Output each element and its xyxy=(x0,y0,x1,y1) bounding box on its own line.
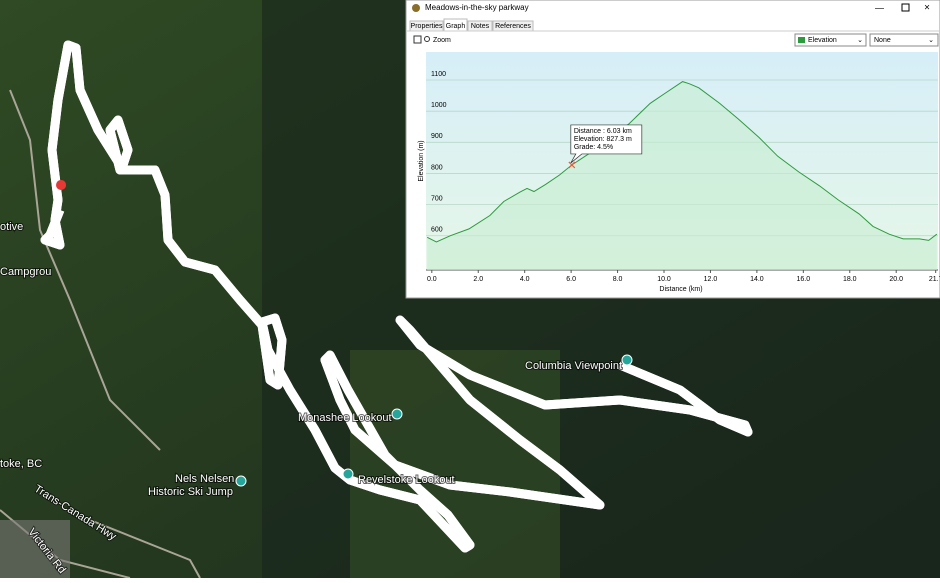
maximize-button[interactable] xyxy=(901,3,910,12)
x-tick-label: 10.0 xyxy=(657,276,671,283)
map-label: Revelstoke Lookout xyxy=(358,474,455,486)
x-tick-label: 20.0 xyxy=(889,276,903,283)
poi-icon xyxy=(342,468,354,480)
app-icon xyxy=(412,4,420,12)
tooltip-text: Distance : 6.03 km xyxy=(574,128,632,135)
map-label: toke, BC xyxy=(0,458,42,470)
x-tick-label: 12.0 xyxy=(704,276,718,283)
elevation-line xyxy=(426,81,938,243)
map-label: Monashee Lookout xyxy=(298,412,392,424)
tooltip-box xyxy=(570,124,643,164)
map-label: otive xyxy=(0,221,23,233)
x-tick-label: 2.0 xyxy=(473,276,483,283)
x-tick-label: 16.0 xyxy=(797,276,811,283)
close-button[interactable]: × xyxy=(924,3,930,14)
poi-icon xyxy=(235,475,247,487)
x-tick-label: 8.0 xyxy=(613,276,623,283)
y-tick-label: 800 xyxy=(431,164,443,171)
tooltip-text: Grade: 4.5% xyxy=(574,144,613,151)
y-axis-label: Elevation (m) xyxy=(418,140,425,181)
window-title: Meadows-in-the-sky parkway xyxy=(425,3,529,12)
y-tick-label: 1100 xyxy=(431,71,446,78)
dropdown-arrow: ⌄ xyxy=(928,37,934,44)
y-tick-label: 1000 xyxy=(431,102,447,109)
y-tick-label: 600 xyxy=(431,227,443,234)
tab-label: Graph xyxy=(446,23,466,30)
x-tick-label: 18.0 xyxy=(843,276,857,283)
town xyxy=(0,520,70,578)
poi-icon xyxy=(391,408,403,420)
map-label: Columbia Viewpoint xyxy=(525,360,622,372)
tab-bar: Properties Graph Notes References xyxy=(409,18,534,32)
y-tick-label: 700 xyxy=(431,195,443,202)
minimize-button[interactable]: — xyxy=(875,2,884,12)
map-label: Historic Ski Jump xyxy=(148,486,233,498)
zoom-checkbox[interactable] xyxy=(413,35,422,44)
tab-label: Properties xyxy=(411,23,443,30)
tab-label: Notes xyxy=(471,23,490,30)
map-label: Campgrou xyxy=(0,266,51,278)
start-pin xyxy=(56,180,67,204)
compare-dropdown-text: None xyxy=(874,37,891,44)
x-tick-label: 6.0 xyxy=(566,276,576,283)
series-dropdown-text: Elevation xyxy=(808,37,837,44)
dropdown-arrow: ⌄ xyxy=(857,37,863,44)
x-axis-label: Distance (km) xyxy=(659,286,702,293)
hover-marker xyxy=(568,161,576,169)
zoom-icon xyxy=(424,36,430,42)
zoom-label: Zoom xyxy=(433,37,451,44)
app-window: Meadows-in-the-sky parkway — × Propertie… xyxy=(405,0,940,299)
series-swatch xyxy=(798,37,805,43)
poi-icon xyxy=(621,354,633,366)
series-dropdown[interactable] xyxy=(794,33,867,47)
x-tick-label: 14.0 xyxy=(750,276,764,283)
tooltip-text: Elevation: 827.3 m xyxy=(574,136,632,143)
x-tick-label: 0.0 xyxy=(427,276,437,283)
x-tick-label: 21.7 xyxy=(929,276,940,283)
compare-dropdown[interactable] xyxy=(869,33,939,47)
tab-label: References xyxy=(495,23,531,30)
elevation-chart: 600 700 800 900 1000 1100 0.0 2.0 4.0 6.0 8.0 10.0 1… xyxy=(426,71,940,283)
x-tick-label: 4.0 xyxy=(520,276,530,283)
y-tick-label: 900 xyxy=(431,133,443,140)
map-label: Nels Nelsen xyxy=(175,473,234,485)
elevation-area xyxy=(427,81,937,270)
